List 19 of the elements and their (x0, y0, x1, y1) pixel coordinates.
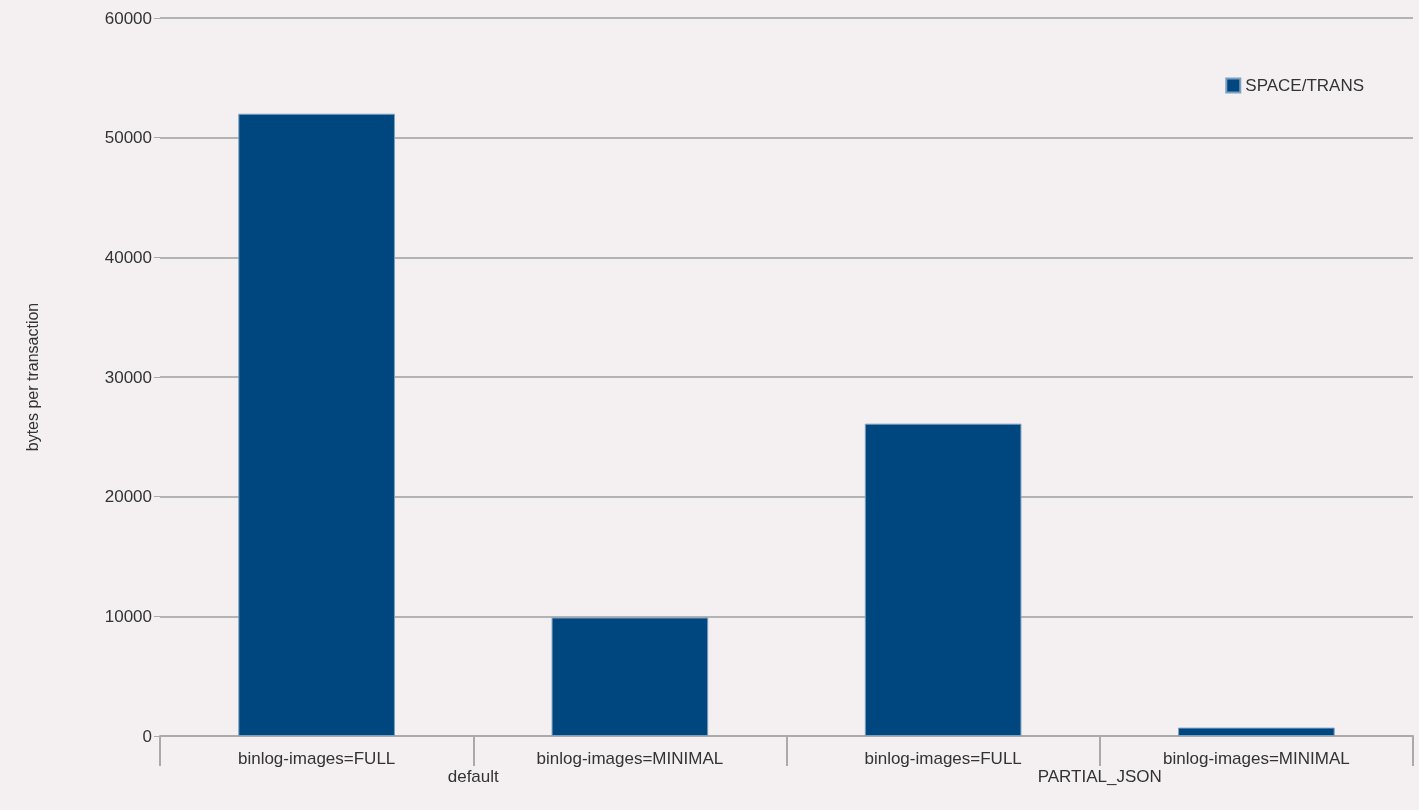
y-tick-label: 60000 (104, 8, 152, 28)
bar (551, 617, 709, 736)
y-tick-label: 0 (142, 726, 152, 746)
y-tick-label: 20000 (104, 487, 152, 507)
text: default (447, 767, 500, 786)
x-tick-label: binlog-images=MINIMAL (1163, 749, 1350, 768)
x-tick-label: binlog-images=FULL (237, 749, 396, 768)
y-tick-label: 50000 (104, 128, 152, 148)
y-tick-label: 40000 (104, 247, 152, 267)
bar (238, 113, 395, 736)
y-tick-label: 30000 (104, 367, 152, 387)
y-axis-title: bytes per transaction (23, 302, 41, 452)
bar (864, 423, 1022, 736)
bar (1178, 727, 1335, 736)
x-tick-label: binlog-images=MINIMAL (536, 749, 724, 768)
legend-label: SPACE/TRANS (1245, 76, 1365, 95)
x-tick-label: binlog-images=FULL (864, 749, 1022, 768)
y-tick-label: 10000 (104, 606, 152, 626)
text: PARTIAL_JSON (1037, 767, 1162, 786)
